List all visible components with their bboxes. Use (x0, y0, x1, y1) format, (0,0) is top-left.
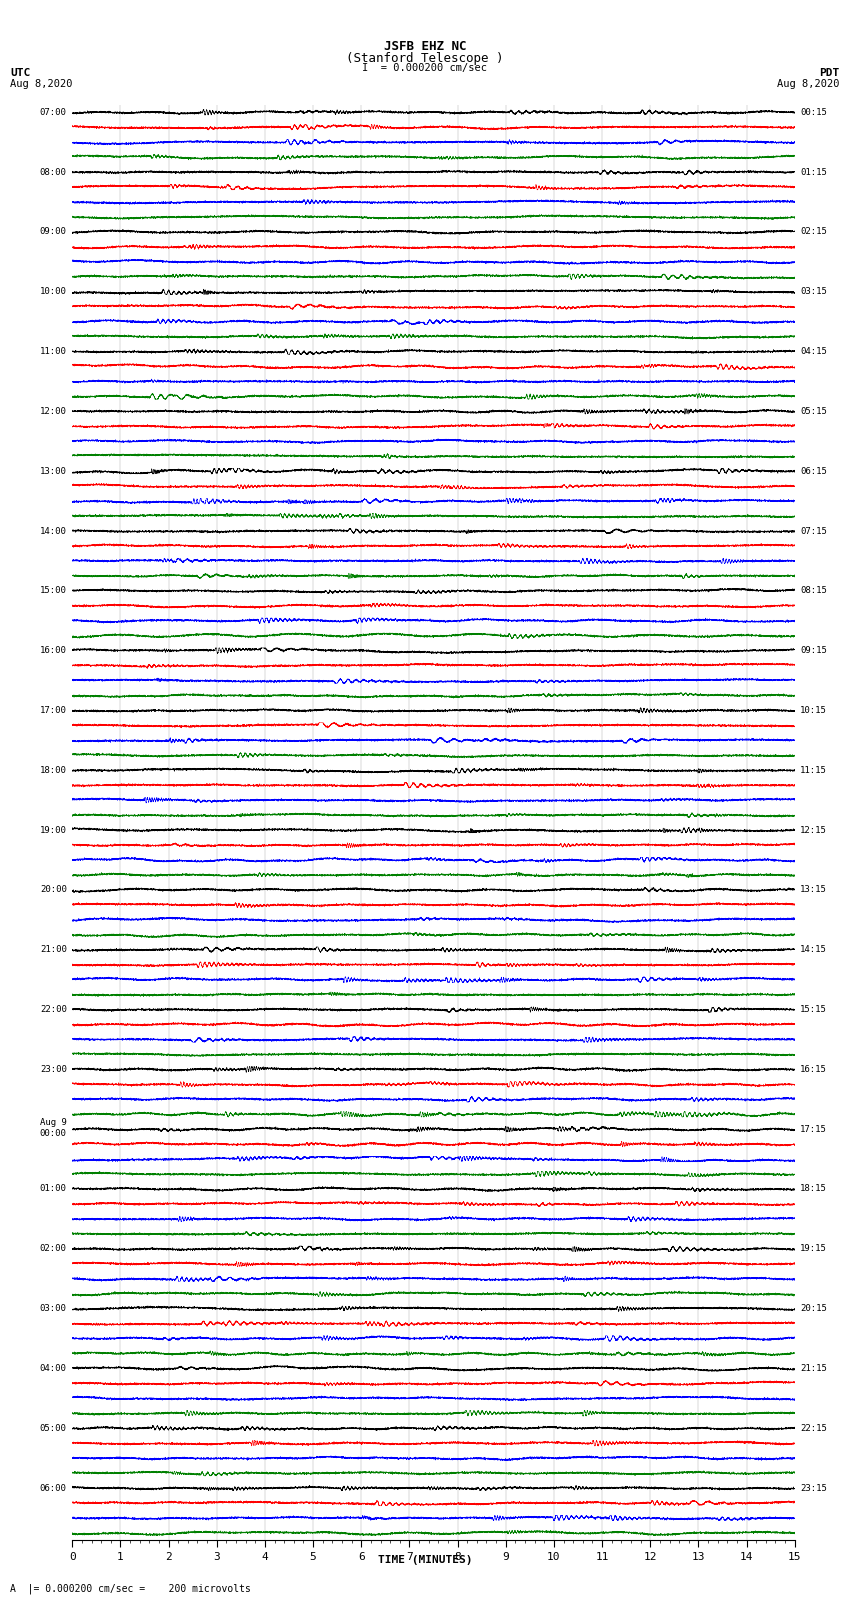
Text: 11:00: 11:00 (40, 347, 66, 356)
Text: Aug 8,2020: Aug 8,2020 (777, 79, 840, 89)
Text: 11:15: 11:15 (801, 766, 827, 774)
Text: 23:15: 23:15 (801, 1484, 827, 1492)
Text: 12:15: 12:15 (801, 826, 827, 834)
Text: 08:00: 08:00 (40, 168, 66, 177)
Text: Aug 8,2020: Aug 8,2020 (10, 79, 73, 89)
Text: I  = 0.000200 cm/sec: I = 0.000200 cm/sec (362, 63, 488, 73)
Text: 20:15: 20:15 (801, 1305, 827, 1313)
Text: 20:00: 20:00 (40, 886, 66, 895)
Text: 09:00: 09:00 (40, 227, 66, 237)
Text: 12:00: 12:00 (40, 406, 66, 416)
Text: 13:15: 13:15 (801, 886, 827, 895)
Text: 00:00: 00:00 (40, 1129, 66, 1137)
Text: A  |= 0.000200 cm/sec =    200 microvolts: A |= 0.000200 cm/sec = 200 microvolts (10, 1582, 251, 1594)
Text: 03:00: 03:00 (40, 1305, 66, 1313)
Text: 21:00: 21:00 (40, 945, 66, 955)
Text: 23:00: 23:00 (40, 1065, 66, 1074)
Text: 16:15: 16:15 (801, 1065, 827, 1074)
Text: 06:15: 06:15 (801, 466, 827, 476)
Text: 06:00: 06:00 (40, 1484, 66, 1492)
Text: 18:00: 18:00 (40, 766, 66, 774)
Text: 15:00: 15:00 (40, 587, 66, 595)
Text: 02:15: 02:15 (801, 227, 827, 237)
Text: 21:15: 21:15 (801, 1365, 827, 1373)
Text: 02:00: 02:00 (40, 1244, 66, 1253)
Text: PDT: PDT (819, 68, 840, 77)
Text: 15:15: 15:15 (801, 1005, 827, 1015)
Text: 09:15: 09:15 (801, 647, 827, 655)
Text: JSFB EHZ NC: JSFB EHZ NC (383, 40, 467, 53)
Text: 10:00: 10:00 (40, 287, 66, 297)
Text: (Stanford Telescope ): (Stanford Telescope ) (346, 52, 504, 65)
Text: 17:00: 17:00 (40, 706, 66, 715)
Text: 22:00: 22:00 (40, 1005, 66, 1015)
Text: 04:00: 04:00 (40, 1365, 66, 1373)
Text: 05:00: 05:00 (40, 1424, 66, 1432)
Text: 17:15: 17:15 (801, 1124, 827, 1134)
Text: 08:15: 08:15 (801, 587, 827, 595)
Text: UTC: UTC (10, 68, 31, 77)
Text: TIME (MINUTES): TIME (MINUTES) (377, 1555, 473, 1565)
Text: 13:00: 13:00 (40, 466, 66, 476)
Text: 07:15: 07:15 (801, 526, 827, 536)
Text: 18:15: 18:15 (801, 1184, 827, 1194)
Text: 04:15: 04:15 (801, 347, 827, 356)
Text: 19:00: 19:00 (40, 826, 66, 834)
Text: 10:15: 10:15 (801, 706, 827, 715)
Text: 00:15: 00:15 (801, 108, 827, 116)
Text: 19:15: 19:15 (801, 1244, 827, 1253)
Text: 07:00: 07:00 (40, 108, 66, 116)
Text: 22:15: 22:15 (801, 1424, 827, 1432)
Text: 01:00: 01:00 (40, 1184, 66, 1194)
Text: 14:00: 14:00 (40, 526, 66, 536)
Text: 03:15: 03:15 (801, 287, 827, 297)
Text: 14:15: 14:15 (801, 945, 827, 955)
Text: 16:00: 16:00 (40, 647, 66, 655)
Text: 01:15: 01:15 (801, 168, 827, 177)
Text: Aug 9: Aug 9 (40, 1118, 66, 1127)
Text: 05:15: 05:15 (801, 406, 827, 416)
